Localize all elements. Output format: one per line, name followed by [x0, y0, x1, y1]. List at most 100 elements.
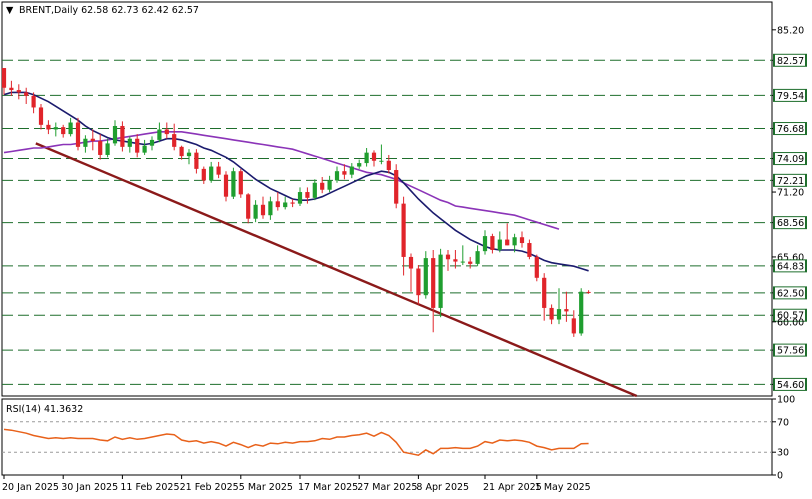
price-tick-label: 57.56 [777, 346, 804, 357]
price-label-box [775, 260, 805, 272]
candle-body [120, 125, 125, 147]
date-tick-label: 21 Apr 2025 [483, 482, 542, 493]
candle [157, 122, 162, 143]
candle [283, 196, 288, 210]
price-tick-label: 79.54 [777, 91, 804, 102]
candle [423, 251, 428, 299]
candle-body [149, 139, 155, 146]
candle-body [438, 254, 443, 308]
candle [98, 134, 103, 160]
rsi-tick-label: 70 [777, 417, 789, 428]
candle-body [401, 203, 406, 257]
candle-body [283, 202, 288, 208]
candle-body [519, 237, 525, 244]
candle [364, 148, 369, 167]
candle-body [312, 182, 317, 198]
candle-body [357, 163, 362, 167]
candle-body [61, 127, 66, 135]
candle-body [246, 194, 251, 219]
rsi-panel [1, 398, 773, 476]
date-tick-label: 11 Feb 2025 [120, 482, 179, 493]
candle [120, 121, 125, 152]
date-tick-label: 27 Mar 2025 [357, 482, 417, 493]
candle-body [586, 291, 591, 293]
candle-body [460, 261, 465, 263]
candle [401, 196, 406, 276]
candle [320, 176, 325, 194]
candle [112, 120, 118, 146]
rsi-header: RSI(14) 41.3632 [6, 404, 83, 415]
candle [216, 161, 221, 179]
candle [394, 164, 399, 209]
symbol-header: BRENT,Daily 62.58 62.73 62.42 62.57 [19, 5, 199, 16]
price-label-box [775, 309, 805, 321]
candle-body [9, 87, 14, 91]
price-tick-label: 85.20 [777, 25, 804, 36]
price-label-box [775, 54, 805, 66]
candle [260, 196, 266, 219]
date-tick-label: 21 Feb 2025 [180, 482, 239, 493]
candle-body [172, 134, 177, 147]
candle [231, 167, 236, 199]
candle [482, 230, 488, 255]
candle-body [31, 95, 36, 108]
date-tick-label: 1 May 2025 [535, 482, 591, 493]
candle [164, 122, 169, 139]
date-tick-label: 20 Jan 2025 [2, 482, 59, 493]
candle-body [386, 160, 391, 171]
candle-body [98, 141, 103, 155]
candle [290, 199, 295, 208]
collapse-arrow-icon[interactable]: ▼ [6, 5, 14, 16]
price-panel [1, 1, 773, 398]
candle-body [445, 254, 451, 260]
candle [505, 223, 510, 246]
candle [549, 304, 554, 325]
candle [519, 231, 525, 248]
candle [431, 249, 436, 333]
price-tick-label: 60.57 [777, 311, 804, 322]
date-tick-label: 5 Mar 2025 [239, 482, 293, 493]
price-tick-label: 68.56 [777, 218, 804, 229]
candle [327, 175, 332, 193]
price-tick-label: 74.09 [777, 154, 804, 165]
candle [31, 92, 36, 114]
candle-body [556, 309, 562, 320]
candle-body [179, 146, 184, 157]
candle-body [431, 258, 436, 308]
candle [194, 149, 199, 174]
candle-body [142, 145, 147, 153]
candle [46, 120, 51, 135]
rsi-tick-label: 100 [777, 395, 795, 406]
candle-body [534, 256, 539, 278]
candle [105, 138, 110, 158]
candle-body [394, 170, 399, 204]
candle-body [135, 138, 140, 153]
candle-body [223, 174, 229, 197]
candle-body [342, 171, 347, 175]
candle-body [453, 259, 458, 262]
candle [275, 192, 280, 211]
candle [564, 291, 569, 322]
candle-body [238, 171, 243, 195]
candle-body [83, 138, 88, 147]
candle [209, 161, 214, 183]
candle-body [24, 92, 29, 96]
candle [312, 179, 317, 201]
candle [342, 164, 347, 180]
candle-body [297, 192, 303, 204]
candle [527, 239, 532, 260]
candle [253, 200, 258, 223]
candle-body [549, 307, 554, 320]
candle-body [157, 129, 162, 140]
candle-body [364, 152, 369, 164]
candle [512, 233, 517, 253]
candle-body [105, 143, 110, 155]
candle [371, 150, 377, 167]
candle [201, 166, 206, 184]
candle-body [275, 201, 280, 208]
candle-body [127, 138, 132, 147]
candle-body [527, 243, 532, 257]
candle-body [408, 256, 414, 269]
candle-body [186, 152, 192, 157]
candle [75, 117, 81, 151]
